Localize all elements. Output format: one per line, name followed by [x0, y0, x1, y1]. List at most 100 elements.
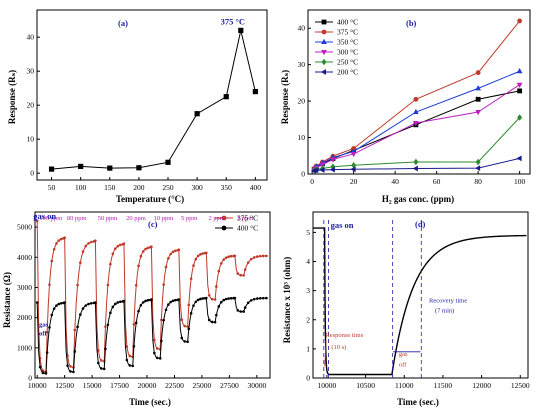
- panel-c-data-point: [59, 237, 63, 241]
- panel-c-y-tick-label: 4000: [17, 253, 32, 262]
- panel-b-legend-400c: 400 °C: [337, 18, 358, 27]
- panel-b-legend-marker: [321, 19, 327, 25]
- panel-c-data-point: [141, 301, 145, 304]
- panel-c-data-point: [199, 253, 202, 256]
- panel-c-y-axis-label: Resistance (Ω): [2, 272, 12, 328]
- panel-c-legend-375c: 375 °C: [237, 214, 258, 223]
- panel-c-data-point: [186, 325, 189, 328]
- panel-d-label: (d): [415, 219, 426, 229]
- panel-c-data-point: [205, 296, 208, 300]
- panel-c-data-point: [35, 301, 39, 304]
- panel-c-data-point: [132, 323, 136, 326]
- panel-d-gas-off-label-2: off: [399, 361, 407, 368]
- panel-a-data-point: [238, 27, 244, 34]
- panel-d-x-tick-label: 12500: [511, 381, 530, 390]
- panel-a: 50 100 150 200 250 300 350 400 0 10 20 30 40 (a) Tem…: [7, 9, 268, 204]
- panel-c-data-point: [171, 250, 175, 254]
- panel-b-data-point: [350, 166, 356, 173]
- panel-b-data-point: [350, 151, 357, 158]
- panel-c-data-point: [162, 318, 165, 322]
- panel-c-data-point: [196, 254, 200, 258]
- panel-c-data-point: [210, 297, 214, 301]
- panel-c-data-point: [229, 254, 233, 258]
- panel-c-data-point: [167, 303, 170, 306]
- panel-b-data-point: [319, 162, 326, 168]
- panel-d-recovery-time-label: Recovery time: [429, 297, 467, 304]
- panel-d-response-arrow: [324, 340, 327, 367]
- panel-c-data-point: [48, 283, 51, 286]
- panel-c-data-point: [169, 252, 172, 256]
- panel-c-data-point: [57, 239, 61, 242]
- panel-c-data-point: [104, 347, 107, 351]
- panel-c-data-point: [48, 326, 51, 329]
- panel-c-data-point: [41, 371, 45, 375]
- panel-c-data-point: [50, 259, 54, 263]
- panel-d-response-time-value: (10 s): [331, 344, 346, 351]
- panel-c-data-point: [199, 297, 202, 301]
- panel-b-x-tick-label: 0: [310, 177, 314, 186]
- panel-c-data-point: [73, 350, 77, 353]
- panel-a-x-tick-label: 350: [221, 183, 233, 192]
- panel-c-x-tick-label: 30000: [247, 381, 266, 390]
- panel-c-y-tick-label: 0: [28, 374, 32, 383]
- panel-c-data-point: [252, 256, 256, 259]
- panel-c-data-point: [76, 283, 79, 287]
- panel-c-data-point: [169, 300, 172, 304]
- panel-c-data-point: [192, 304, 195, 307]
- panel-c-data-point: [210, 320, 214, 324]
- panel-c-data-point: [118, 300, 122, 304]
- panel-c-data-point: [146, 246, 150, 250]
- panel-c-data-point: [76, 325, 79, 329]
- panel-a-y-tick-label: 10: [27, 135, 35, 144]
- panel-b-y-tick-label: 20: [298, 97, 306, 106]
- panel-c-data-point: [186, 340, 189, 344]
- panel-b-y-axis-label: Response (Rₛ): [280, 70, 290, 124]
- panel-a-data-point: [107, 165, 113, 171]
- panel-c-y-tick-label: 1000: [17, 343, 32, 352]
- panel-c-data-point: [81, 307, 85, 310]
- panel-b-legend-375c: 375 °C: [337, 28, 358, 37]
- panel-a-y-tick-label: 40: [27, 33, 35, 42]
- panel-c-data-point: [201, 252, 205, 255]
- panel-b-legend-marker: [320, 69, 327, 75]
- panel-c-data-point: [194, 300, 198, 304]
- panel-c-data-point: [164, 265, 168, 269]
- panel-c-data-point: [150, 298, 153, 301]
- panel-c-data-point: [255, 255, 259, 258]
- panel-c-y-tick-label: 2000: [17, 313, 32, 322]
- panel-c-data-point: [38, 365, 42, 369]
- panel-c-data-point: [243, 268, 247, 271]
- panel-d-x-axis-label: Time (sec.): [397, 397, 439, 407]
- panel-c-data-point: [73, 328, 77, 332]
- panel-c-legend: 375 °C 400 °C: [237, 214, 258, 233]
- panel-c-data-point: [252, 297, 256, 301]
- panel-b-data-point: [413, 108, 419, 115]
- panel-c-data-point: [215, 313, 218, 317]
- panel-c-data-point: [59, 301, 63, 305]
- panel-b-data-point: [412, 165, 418, 172]
- panel-d-y-axis-label: Resistance x 10³ (ohm): [282, 257, 292, 343]
- panel-b-x-tick-label: 20: [350, 177, 358, 186]
- panel-a-data-point: [48, 166, 55, 172]
- panel-c-x-tick-label: 20000: [138, 381, 157, 390]
- panel-c-data-point: [171, 299, 175, 303]
- panel-c-data-point: [44, 372, 48, 375]
- panel-c-data-point: [134, 283, 138, 287]
- panel-c-x-tick-label: 27500: [220, 381, 239, 390]
- panel-c-data-point: [109, 311, 112, 315]
- panel-c-data-point: [249, 299, 253, 302]
- panel-c-gas-off-label-2: off: [39, 331, 47, 338]
- panel-b-data-point: [329, 166, 335, 173]
- panel-c-y-tick-label: 5000: [17, 223, 32, 232]
- panel-c-data-point: [249, 257, 253, 261]
- panel-a-y-tick-label: 30: [27, 67, 35, 76]
- panel-c-data-point: [196, 298, 200, 302]
- panel-c-data-point: [177, 248, 181, 252]
- panel-c-data-point: [118, 243, 122, 247]
- panel-c-data-point: [213, 298, 217, 301]
- panel-c-data-point: [104, 325, 107, 328]
- panel-d-x-tick-label: 11500: [434, 381, 453, 390]
- panel-c-data-point: [134, 321, 138, 325]
- panel-c-data-point: [125, 358, 129, 362]
- panel-c-data-point: [45, 351, 49, 354]
